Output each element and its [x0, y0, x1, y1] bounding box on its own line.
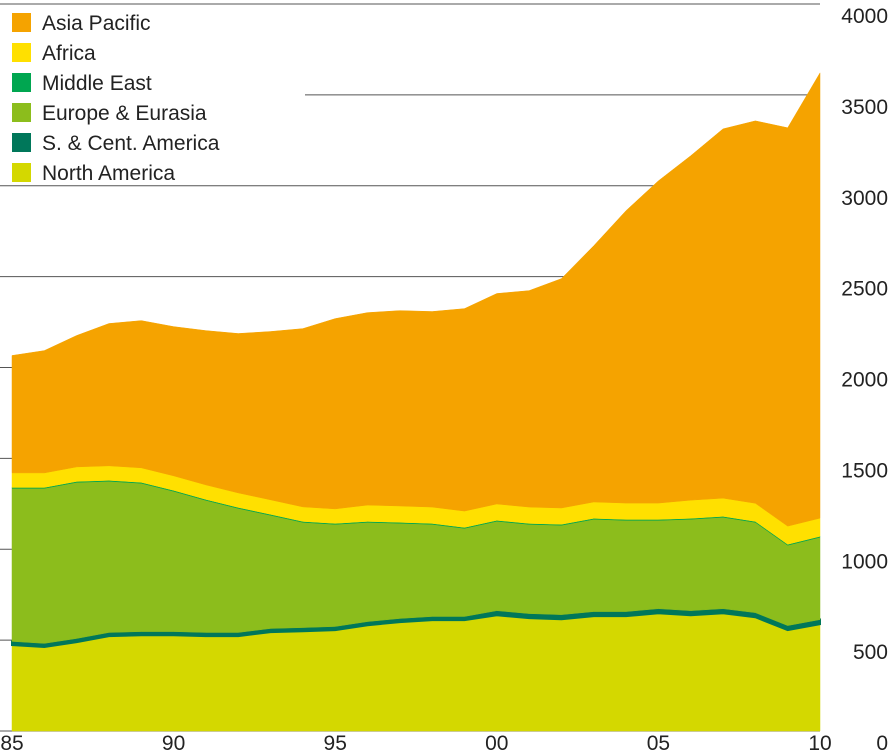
- x-tick-label: 90: [162, 732, 185, 755]
- y-tick-label: 0: [876, 732, 888, 755]
- legend-swatch: [12, 73, 31, 92]
- legend: Asia Pacific Africa Middle East Europe & Eu…: [12, 12, 220, 185]
- legend-label: Asia Pacific: [42, 12, 151, 35]
- x-tick-label: 05: [647, 732, 670, 755]
- legend-label: S. & Cent. America: [42, 132, 220, 155]
- labels: 0 500 1000 1500 2000 2500 3000 3500 4000 85 90 95 00…: [0, 5, 888, 755]
- y-tick-label: 500: [853, 641, 888, 664]
- legend-label: Europe & Eurasia: [42, 102, 207, 125]
- y-tick-label: 1000: [841, 550, 888, 573]
- legend-swatch: [12, 163, 31, 182]
- y-tick-label: 4000: [841, 5, 888, 28]
- legend-swatch: [12, 103, 31, 122]
- x-tick-label: 10: [808, 732, 831, 755]
- x-tick-label: 00: [485, 732, 508, 755]
- legend-swatch: [12, 13, 31, 32]
- x-tick-label: 85: [0, 732, 23, 755]
- legend-background: [0, 10, 305, 182]
- x-tick-label: 95: [324, 732, 347, 755]
- areas: [11, 71, 821, 732]
- legend-label: North America: [42, 162, 175, 185]
- y-tick-label: 2000: [841, 369, 888, 392]
- y-tick-label: 1500: [841, 459, 888, 482]
- legend-swatch: [12, 133, 31, 152]
- y-tick-label: 3000: [841, 187, 888, 210]
- legend-swatch: [12, 43, 31, 62]
- legend-label: Africa: [42, 42, 96, 65]
- area: [11, 71, 821, 527]
- legend-label: Middle East: [42, 72, 152, 95]
- y-tick-label: 2500: [841, 278, 888, 301]
- y-tick-label: 3500: [841, 96, 888, 119]
